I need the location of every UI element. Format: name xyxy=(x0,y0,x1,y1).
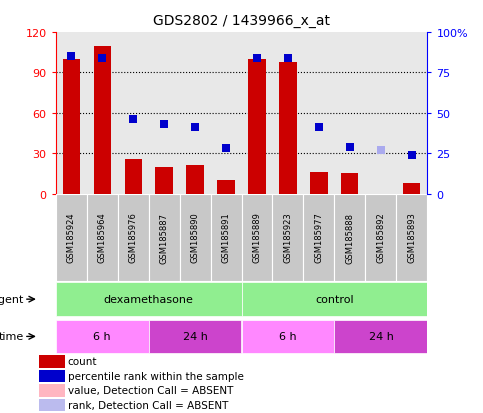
Point xyxy=(408,152,416,159)
Point xyxy=(191,125,199,131)
Text: GSM185891: GSM185891 xyxy=(222,212,230,263)
Text: value, Detection Call = ABSENT: value, Detection Call = ABSENT xyxy=(68,385,233,395)
Text: dexamethasone: dexamethasone xyxy=(103,294,194,304)
Point xyxy=(284,55,292,62)
Point xyxy=(160,121,168,128)
Bar xyxy=(39,370,65,382)
Point xyxy=(67,54,75,61)
Text: control: control xyxy=(315,294,354,304)
Bar xyxy=(117,194,149,281)
Point xyxy=(346,144,354,151)
Bar xyxy=(272,194,303,281)
Text: GSM185976: GSM185976 xyxy=(128,212,138,263)
Point xyxy=(222,146,230,152)
Bar xyxy=(397,194,427,281)
Bar xyxy=(334,194,366,281)
Text: GSM185888: GSM185888 xyxy=(345,212,355,263)
Bar xyxy=(242,282,427,316)
Bar xyxy=(341,174,358,194)
Text: GSM185964: GSM185964 xyxy=(98,212,107,263)
Text: rank, Detection Call = ABSENT: rank, Detection Call = ABSENT xyxy=(68,400,228,410)
Text: 24 h: 24 h xyxy=(369,332,394,342)
Text: GDS2802 / 1439966_x_at: GDS2802 / 1439966_x_at xyxy=(153,14,330,28)
Bar xyxy=(39,399,65,411)
Bar xyxy=(186,166,203,194)
Bar xyxy=(334,320,427,353)
Bar xyxy=(211,194,242,281)
Text: 24 h: 24 h xyxy=(183,332,208,342)
Text: GSM185924: GSM185924 xyxy=(67,212,75,263)
Point xyxy=(98,55,106,62)
Text: GSM185887: GSM185887 xyxy=(159,212,169,263)
Bar xyxy=(248,60,266,194)
Text: GSM185923: GSM185923 xyxy=(284,212,293,263)
Point xyxy=(253,55,261,62)
Text: count: count xyxy=(68,356,97,366)
Bar xyxy=(125,159,142,194)
Text: time: time xyxy=(0,332,24,342)
Bar xyxy=(303,194,334,281)
Bar xyxy=(39,355,65,368)
Text: GSM185889: GSM185889 xyxy=(253,212,261,263)
Bar xyxy=(366,194,397,281)
Bar xyxy=(56,194,86,281)
Bar xyxy=(149,194,180,281)
Bar xyxy=(180,194,211,281)
Text: GSM185893: GSM185893 xyxy=(408,212,416,263)
Text: GSM185892: GSM185892 xyxy=(376,212,385,263)
Bar xyxy=(280,63,297,194)
Bar xyxy=(149,320,242,353)
Bar xyxy=(62,60,80,194)
Bar xyxy=(217,181,235,194)
Bar xyxy=(156,167,172,194)
Bar xyxy=(56,320,149,353)
Point xyxy=(315,125,323,131)
Text: percentile rank within the sample: percentile rank within the sample xyxy=(68,371,243,381)
Text: GSM185890: GSM185890 xyxy=(190,212,199,263)
Bar xyxy=(242,194,272,281)
Text: agent: agent xyxy=(0,294,24,304)
Point xyxy=(377,147,385,154)
Bar xyxy=(311,173,327,194)
Bar xyxy=(39,384,65,397)
Point xyxy=(129,117,137,123)
Bar xyxy=(242,320,334,353)
Bar xyxy=(56,282,242,316)
Text: 6 h: 6 h xyxy=(93,332,111,342)
Bar xyxy=(403,183,421,194)
Bar xyxy=(86,194,117,281)
Text: GSM185977: GSM185977 xyxy=(314,212,324,263)
Text: 6 h: 6 h xyxy=(279,332,297,342)
Bar xyxy=(94,47,111,194)
